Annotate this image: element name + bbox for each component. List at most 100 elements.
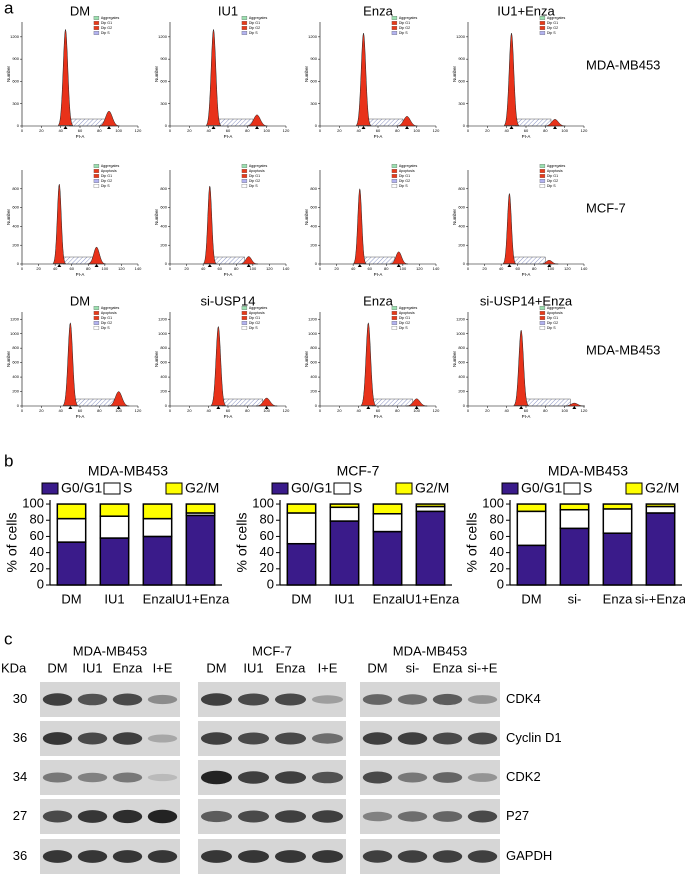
- lane-label: si-: [406, 660, 420, 675]
- legend-swatch: [93, 321, 100, 325]
- legend-swatch: [539, 26, 546, 30]
- legend-label: Apoptosis: [101, 311, 117, 315]
- y-tick-label: 800: [310, 345, 317, 350]
- band: [42, 693, 73, 706]
- band: [147, 734, 178, 743]
- legend-label: Apoptosis: [547, 311, 563, 315]
- x-tick-label: 20: [337, 408, 342, 413]
- y-tick-label: 900: [310, 56, 317, 61]
- x-tick-label: 40: [351, 266, 356, 271]
- band: [200, 693, 233, 706]
- peak: [352, 187, 367, 264]
- x-axis-label: PI-A: [224, 414, 233, 419]
- row-label: MDA-MB453: [586, 342, 660, 357]
- x-tick-label: 80: [245, 408, 250, 413]
- legend-swatch: [241, 326, 248, 330]
- x-tick-label: Enza: [373, 591, 403, 606]
- band: [467, 850, 498, 863]
- peak-marker: [357, 264, 362, 267]
- bar-segment: [415, 510, 446, 586]
- legend-label: G0/G1: [521, 480, 562, 496]
- x-tick-label: 0: [169, 408, 172, 413]
- x-tick-label: 120: [416, 266, 423, 271]
- legend-label: Aggregates: [399, 164, 418, 168]
- legend-swatch: [391, 321, 398, 325]
- x-tick-label: 120: [433, 408, 440, 413]
- x-tick-label: 60: [78, 128, 83, 133]
- legend-swatch: [539, 164, 546, 168]
- band: [77, 850, 108, 863]
- band: [77, 693, 108, 706]
- y-tick-label: 0: [165, 123, 168, 128]
- legend-swatch: [539, 174, 546, 178]
- y-tick-label: 1200: [308, 34, 318, 39]
- y-tick-label: 800: [12, 186, 19, 191]
- legend-label: G0/G1: [61, 480, 102, 496]
- y-axis-label: Number: [452, 66, 457, 83]
- legend-label: Dip G1: [547, 316, 558, 320]
- peak-marker: [572, 406, 577, 409]
- peak: [57, 29, 74, 126]
- lane-label: I+E: [153, 660, 173, 675]
- x-tick-label: 40: [504, 128, 509, 133]
- bar-segment: [372, 503, 403, 515]
- legend-swatch: [93, 21, 100, 25]
- bar-segment: [142, 535, 173, 586]
- x-tick-label: 40: [499, 266, 504, 271]
- bar-segment: [516, 503, 547, 513]
- legend-label: Dip G1: [249, 174, 260, 178]
- peak-marker: [414, 406, 419, 409]
- x-tick-label: 40: [58, 408, 63, 413]
- x-axis-label: PI-A: [374, 134, 383, 139]
- y-tick-label: 400: [160, 223, 167, 228]
- peak: [256, 397, 278, 407]
- s-phase: [217, 118, 254, 127]
- x-tick-label: 40: [201, 266, 206, 271]
- bar-segment: [645, 503, 676, 508]
- x-tick-label: 100: [413, 128, 420, 133]
- y-tick-label: 80: [490, 512, 504, 527]
- x-tick-label: 80: [97, 408, 102, 413]
- x-tick-label: 40: [53, 266, 58, 271]
- panel-label: b: [4, 451, 13, 470]
- legend-label: Dip G1: [399, 21, 410, 25]
- band: [362, 811, 393, 822]
- bar-segment: [516, 510, 547, 547]
- s-phase: [63, 256, 93, 265]
- y-tick-label: 1200: [308, 316, 318, 321]
- s-phase: [367, 118, 404, 127]
- y-tick-label: 300: [310, 101, 317, 106]
- x-axis-label: PI-A: [374, 414, 383, 419]
- peak: [389, 251, 408, 265]
- legend-swatch: [241, 311, 248, 315]
- row-label: MCF-7: [586, 200, 626, 215]
- peak: [210, 325, 227, 406]
- s-phase: [524, 398, 571, 407]
- y-tick-label: 200: [12, 242, 19, 247]
- peak-marker: [68, 406, 73, 409]
- y-tick-label: 40: [260, 544, 274, 559]
- legend-label: Dip S: [547, 31, 556, 35]
- group-title: MDA-MB453: [393, 643, 467, 658]
- legend-label: Aggregates: [547, 16, 566, 20]
- x-tick-label: 0: [319, 408, 322, 413]
- band: [432, 732, 463, 745]
- band: [362, 771, 393, 784]
- x-tick-label: 60: [524, 408, 529, 413]
- x-tick-label: 120: [135, 408, 142, 413]
- legend-label: Dip S: [399, 31, 408, 35]
- y-tick-label: 60: [30, 528, 44, 543]
- band: [112, 732, 143, 745]
- legend-swatch: [241, 16, 248, 20]
- y-tick-label: 1000: [10, 331, 20, 336]
- y-tick-label: 800: [458, 345, 465, 350]
- x-tick-label: 120: [564, 266, 571, 271]
- x-tick-label: 100: [250, 266, 257, 271]
- legend-label: Dip G2: [249, 321, 260, 325]
- panel-title: si-USP14: [201, 293, 256, 308]
- legend-swatch: [93, 311, 100, 315]
- lane-label: Enza: [433, 660, 463, 675]
- band: [112, 850, 143, 863]
